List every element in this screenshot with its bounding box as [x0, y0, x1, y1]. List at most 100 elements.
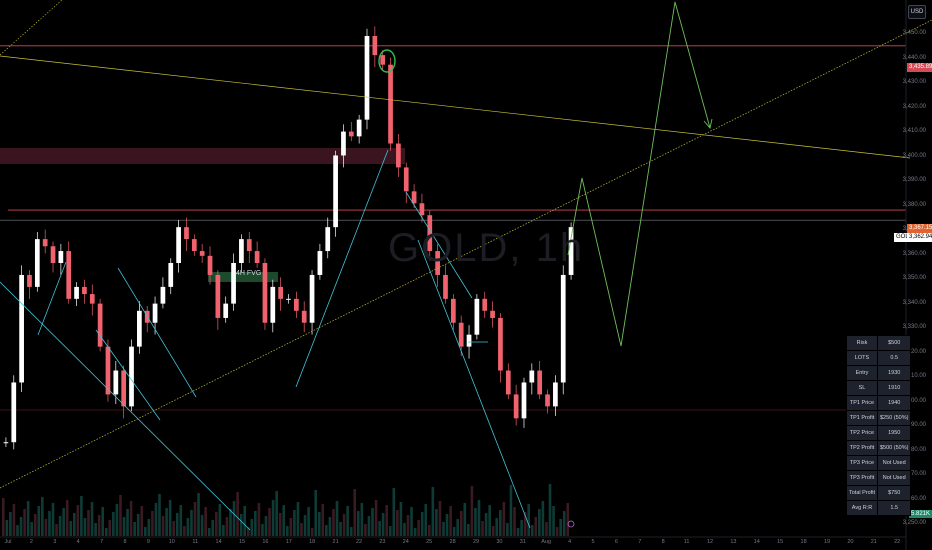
volume-bar	[48, 511, 51, 536]
volume-bar	[183, 526, 186, 536]
volume-bar	[481, 521, 484, 536]
table-value: 1910	[876, 380, 912, 396]
volume-bar	[257, 503, 261, 536]
date-tick-label: 4	[76, 539, 80, 545]
volume-bar	[385, 505, 388, 536]
volume-bar	[172, 521, 175, 536]
volume-bar	[555, 527, 559, 536]
candle-body	[42, 239, 48, 247]
volume-bar	[119, 495, 122, 536]
volume-bar	[271, 500, 275, 536]
volume-bar	[207, 528, 211, 536]
date-tick-label: 19	[823, 539, 831, 545]
volume-bar	[474, 508, 477, 536]
volume-bar	[275, 491, 278, 536]
volume-bar	[530, 525, 534, 536]
date-tick-label: 14	[753, 539, 760, 545]
volume-bar	[73, 513, 76, 536]
date-tick-label: 17	[285, 539, 292, 545]
table-row: TP1 Profit $250 (50%)	[846, 410, 912, 426]
candle-body	[513, 394, 519, 419]
table-label: TP2 Profit	[846, 440, 878, 456]
volume-bar	[325, 525, 328, 536]
volume-bar	[282, 505, 286, 536]
volume-bar	[484, 513, 488, 536]
date-tick-label: 14	[215, 539, 222, 545]
candle-body	[309, 274, 315, 323]
volume-bar	[193, 502, 197, 536]
trade-table: Risk $500 LOTS 0.5 Entry 1930 SL 1910 TP1 Price 1…	[846, 335, 912, 516]
volume-bar	[502, 502, 506, 536]
volume-bar	[211, 520, 215, 536]
volume-bar	[523, 512, 527, 536]
candle-body	[333, 155, 338, 228]
date-tick-label: 22	[894, 539, 901, 545]
volume-bar	[314, 490, 317, 536]
volume-bar	[69, 521, 73, 536]
volume-bar	[44, 519, 48, 536]
candle-body	[246, 239, 252, 252]
volume-bar	[62, 508, 65, 536]
candle-body	[113, 370, 119, 395]
volume-bar	[215, 512, 218, 536]
volume-bar	[250, 519, 254, 536]
volume-bar	[317, 512, 321, 536]
volume-bar	[37, 506, 41, 536]
candle-body	[34, 239, 40, 287]
date-tick-label: 15	[238, 539, 246, 545]
candle-body	[458, 322, 464, 347]
volume-bar	[232, 501, 236, 536]
volume-tag: 5.821K	[909, 510, 932, 518]
volume-bar	[151, 511, 154, 536]
supply-zone	[0, 148, 405, 164]
volume-bar	[239, 514, 243, 536]
fvg-zone	[208, 272, 278, 282]
volume-bar	[218, 504, 222, 536]
volume-bar	[41, 497, 44, 536]
volume-bar	[303, 515, 307, 536]
date-tick-label: 8	[661, 539, 665, 545]
volume-bar	[321, 504, 325, 536]
date-tick-label: 4	[568, 539, 572, 545]
volume-bar	[332, 509, 335, 536]
candle-body	[545, 394, 550, 407]
volume-bar	[424, 504, 428, 536]
price-tick-label: 3,270.00	[902, 471, 926, 477]
currency-button[interactable]: USD	[908, 5, 926, 19]
upper-diagonal	[0, 0, 63, 56]
table-row: LOTS 0.5	[846, 350, 912, 366]
price-tick-label: 3,350.00	[902, 275, 926, 281]
candle-body	[199, 251, 205, 256]
volume-bar	[30, 522, 33, 536]
volume-bar	[538, 509, 541, 536]
resistance-price-tag: 3,435.89	[907, 63, 932, 72]
price-tick-label: 3,380.00	[902, 201, 926, 208]
volume-bar	[168, 500, 172, 536]
volume-bar	[197, 493, 200, 536]
volume-bar	[509, 485, 513, 536]
price-tick-label: 3,310.00	[902, 373, 926, 379]
table-value: 0.5	[876, 350, 912, 366]
candle-body	[301, 310, 307, 323]
volume-bar	[9, 512, 12, 536]
date-tick-label: Jul	[4, 539, 12, 545]
table-row: TP2 Profit $500 (50%)	[846, 440, 912, 456]
candle-body	[231, 263, 236, 304]
volume-bar	[463, 503, 467, 536]
projection-path	[567, 1, 711, 347]
table-label: Entry	[846, 365, 878, 381]
date-tick-label: 12	[706, 539, 714, 545]
volume-bar	[158, 494, 161, 536]
price-tick-label: 3,340.00	[902, 299, 926, 306]
volume-bar	[243, 506, 246, 536]
date-tick-label: Aug	[541, 539, 552, 545]
symbol-watermark: GOLD, 1h	[388, 226, 585, 270]
table-value: $250 (50%)	[876, 410, 912, 426]
volume-bar	[80, 496, 83, 536]
candle-body	[66, 251, 72, 299]
table-value: $500 (50%)	[876, 440, 912, 456]
volume-bar	[328, 517, 332, 536]
volume-bar	[51, 503, 55, 536]
candle-body	[27, 274, 32, 287]
